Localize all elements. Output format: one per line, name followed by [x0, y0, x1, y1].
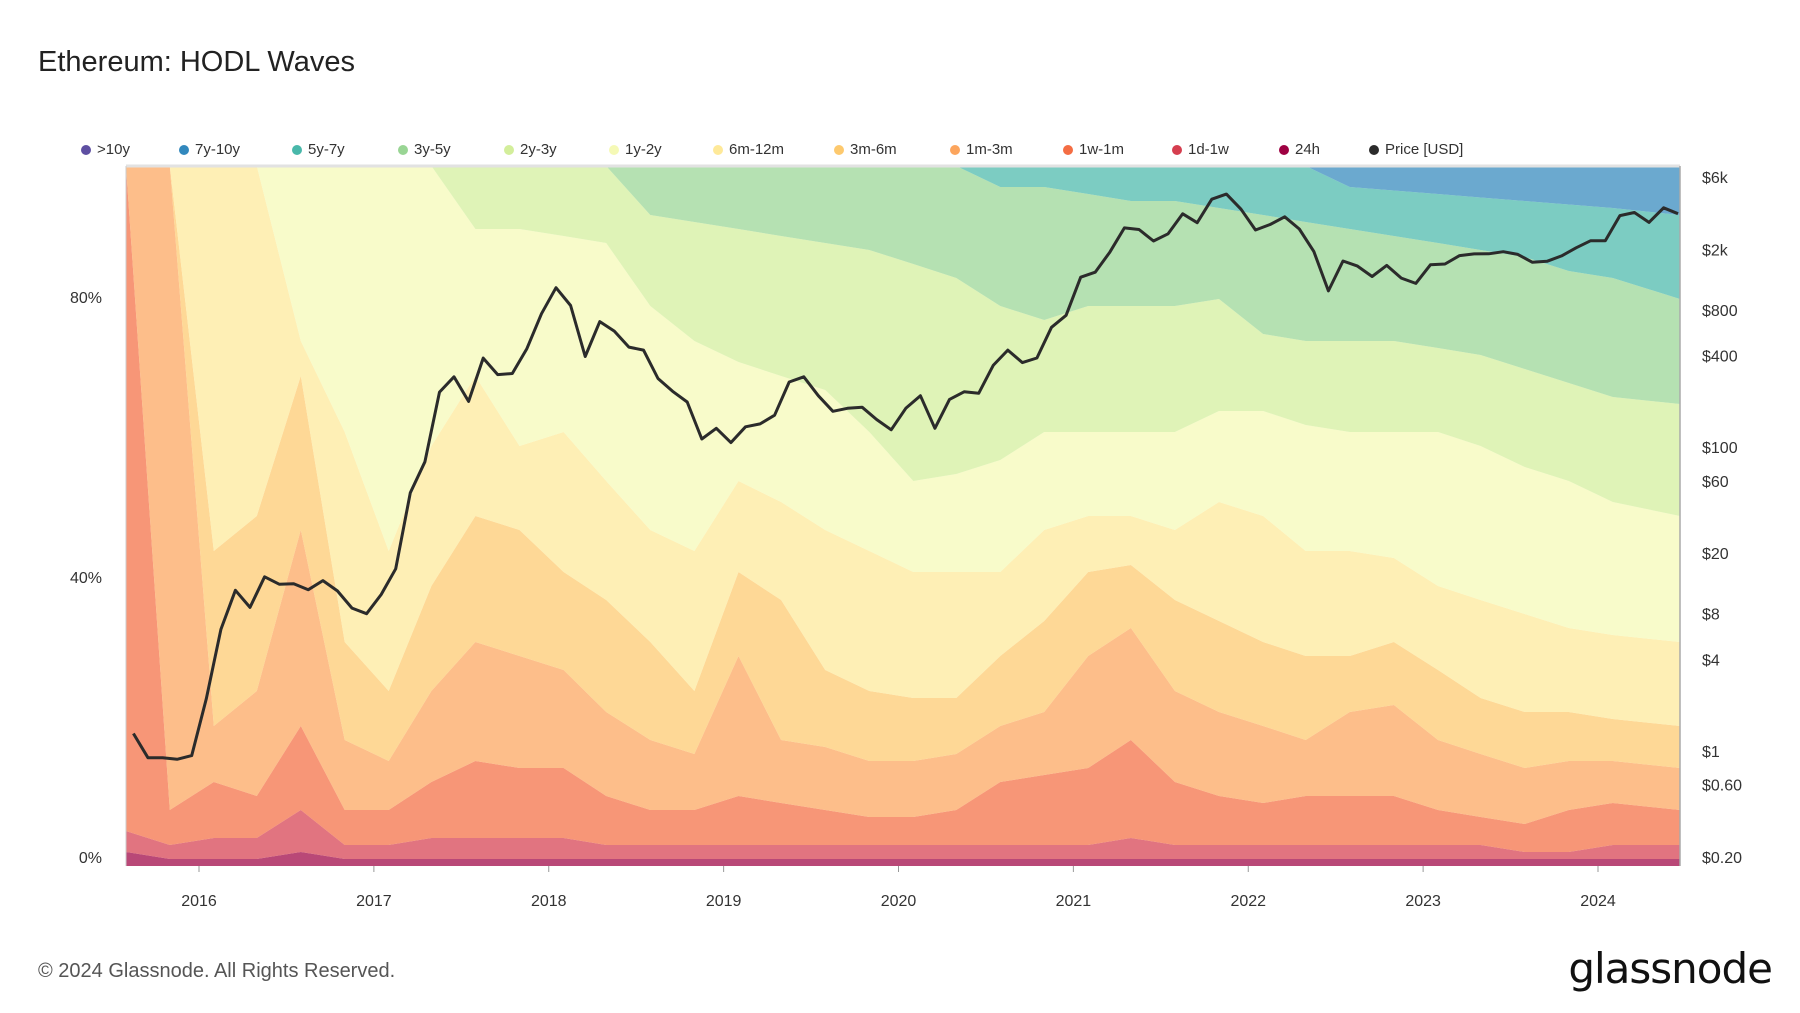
legend-dot-icon — [609, 144, 619, 155]
legend-item--10y[interactable]: >10y — [81, 141, 130, 158]
y-right-tick-label: $800 — [1702, 303, 1738, 320]
x-tick-label: 2023 — [1405, 893, 1441, 910]
legend-dot-icon — [81, 144, 91, 155]
y-right-tick-label: $6k — [1702, 170, 1729, 187]
legend-item-5y-7y[interactable]: 5y-7y — [292, 141, 345, 158]
legend-item-price-usd-[interactable]: Price [USD] — [1369, 141, 1463, 158]
legend-item-3m-6m[interactable]: 3m-6m — [834, 141, 897, 158]
copyright: © 2024 Glassnode. All Rights Reserved. — [38, 960, 396, 982]
area-3y-5y — [126, 166, 1680, 404]
legend-label: 1w-1m — [1079, 141, 1125, 158]
y-left-tick-label: 0% — [79, 850, 102, 867]
legend-label: 1d-1w — [1188, 141, 1229, 158]
y-left-tick-label: 80% — [70, 290, 102, 307]
x-tick-label: 2021 — [1056, 893, 1092, 910]
legend-dot-icon — [950, 144, 960, 155]
area-2y-3y — [126, 166, 1680, 516]
legend-item-1w-1m[interactable]: 1w-1m — [1063, 141, 1124, 158]
y-right-tick-label: $100 — [1702, 440, 1738, 457]
y-right-tick-label: $1 — [1702, 744, 1720, 761]
legend-label: 3m-6m — [850, 141, 897, 158]
legend-item-2y-3y[interactable]: 2y-3y — [504, 141, 557, 158]
price-line — [132, 192, 1679, 761]
legend-label: 2y-3y — [520, 141, 557, 158]
legend-label: 7y-10y — [195, 141, 241, 158]
y-right-tick-label: $8 — [1702, 607, 1720, 624]
legend-item-1m-3m[interactable]: 1m-3m — [950, 141, 1013, 158]
y-right-tick-label: $2k — [1702, 242, 1729, 259]
legend-label: 24h — [1295, 141, 1321, 158]
legend-item-1d-1w[interactable]: 1d-1w — [1172, 141, 1229, 158]
area-1y-2y — [126, 166, 1680, 642]
legend-dot-icon — [292, 144, 302, 155]
legend-label: 3y-5y — [414, 141, 451, 158]
legend-item-3y-5y[interactable]: 3y-5y — [398, 141, 451, 158]
glassnode-logo: glassnode — [1568, 944, 1773, 993]
x-tick-label: 2019 — [706, 893, 742, 910]
legend-dot-icon — [713, 144, 723, 155]
y-right-tick-label: $4 — [1702, 652, 1720, 669]
chart-title: Ethereum: HODL Waves — [38, 46, 355, 78]
area-1d-1w — [126, 810, 1680, 859]
legend-dot-icon — [834, 144, 844, 155]
legend-dot-icon — [1063, 144, 1073, 155]
legend-label: 6m-12m — [729, 141, 785, 158]
legend-item-1y-2y[interactable]: 1y-2y — [609, 141, 662, 158]
axes: 0% 40% 80% $6k $2k $800 $400 $100 $60 $20 $8 $4 $1 $0… — [70, 170, 1742, 910]
x-tick-label: 2017 — [356, 893, 392, 910]
plot-frame — [125, 164, 1681, 866]
legend-label: 1y-2y — [625, 141, 662, 158]
legend-item-7y-10y[interactable]: 7y-10y — [179, 141, 240, 158]
legend-dot-icon — [1369, 144, 1379, 155]
legend-label: 1m-3m — [966, 141, 1013, 158]
legend-item-6m-12m[interactable]: 6m-12m — [713, 141, 784, 158]
x-tick-label: 2022 — [1230, 893, 1266, 910]
x-tick-label: 2020 — [881, 893, 917, 910]
price-line-group — [132, 192, 1679, 761]
area-7y-10y — [126, 166, 1680, 215]
area-1w-1m — [126, 166, 1680, 852]
legend-item-24h[interactable]: 24h — [1279, 141, 1320, 158]
legend-dot-icon — [179, 144, 189, 155]
x-tick-label: 2018 — [531, 893, 567, 910]
area-6m-12m — [126, 166, 1680, 726]
legend-label: Price [USD] — [1385, 141, 1464, 158]
y-left-tick-label: 40% — [70, 570, 102, 587]
y-right-tick-label: $0.20 — [1702, 850, 1742, 867]
y-right-tick-label: $0.60 — [1702, 778, 1742, 795]
legend-dot-icon — [1279, 144, 1289, 155]
legend-dot-icon — [1172, 144, 1182, 155]
x-tick-label: 2024 — [1580, 893, 1616, 910]
y-right-tick-label: $20 — [1702, 546, 1729, 563]
area-3m-6m — [126, 166, 1680, 768]
x-tick-label: 2016 — [181, 893, 217, 910]
y-right-tick-label: $400 — [1702, 349, 1738, 366]
legend-dot-icon — [504, 144, 514, 155]
y-right-tick-label: $60 — [1702, 474, 1729, 491]
area-1m-3m — [126, 166, 1680, 824]
legend-label: 5y-7y — [308, 141, 345, 158]
legend-label: >10y — [97, 141, 130, 158]
area-5y-7y — [126, 166, 1680, 299]
stacked-areas — [126, 166, 1680, 866]
legend-dot-icon — [398, 144, 408, 155]
